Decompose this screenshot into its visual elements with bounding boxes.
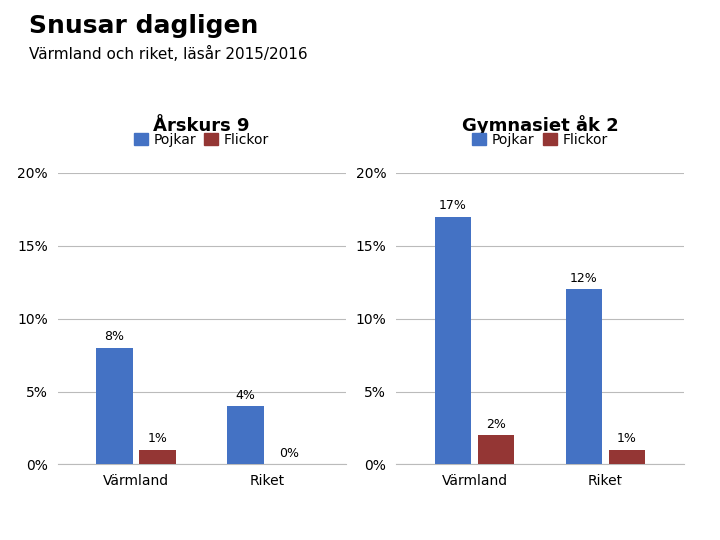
Text: 12%: 12% (570, 272, 598, 285)
Text: 4%: 4% (235, 389, 256, 402)
Bar (96, 348, 133, 464)
Circle shape (593, 482, 703, 534)
Legend: Pojkar, Flickor: Pojkar, Flickor (467, 127, 613, 152)
Text: Värmland och riket, läsår 2015/2016: Värmland och riket, läsår 2015/2016 (29, 46, 307, 62)
Text: Snusar dagligen: Snusar dagligen (29, 14, 258, 37)
Bar (478, 435, 515, 464)
Text: 1%: 1% (148, 433, 168, 446)
Text: 17%: 17% (439, 199, 467, 212)
Title: Årskurs 9: Årskurs 9 (153, 117, 250, 135)
Bar (140, 450, 176, 464)
Bar (565, 289, 602, 464)
Title: Gymnasiet åk 2: Gymnasiet åk 2 (462, 115, 618, 135)
Bar (227, 406, 264, 464)
Bar (608, 450, 645, 464)
Text: 1%: 1% (617, 433, 637, 446)
Bar (435, 217, 472, 464)
Text: 2%: 2% (486, 418, 506, 431)
Text: 0%: 0% (279, 447, 299, 460)
Text: 8%: 8% (104, 330, 125, 343)
Legend: Pojkar, Flickor: Pojkar, Flickor (128, 127, 275, 152)
